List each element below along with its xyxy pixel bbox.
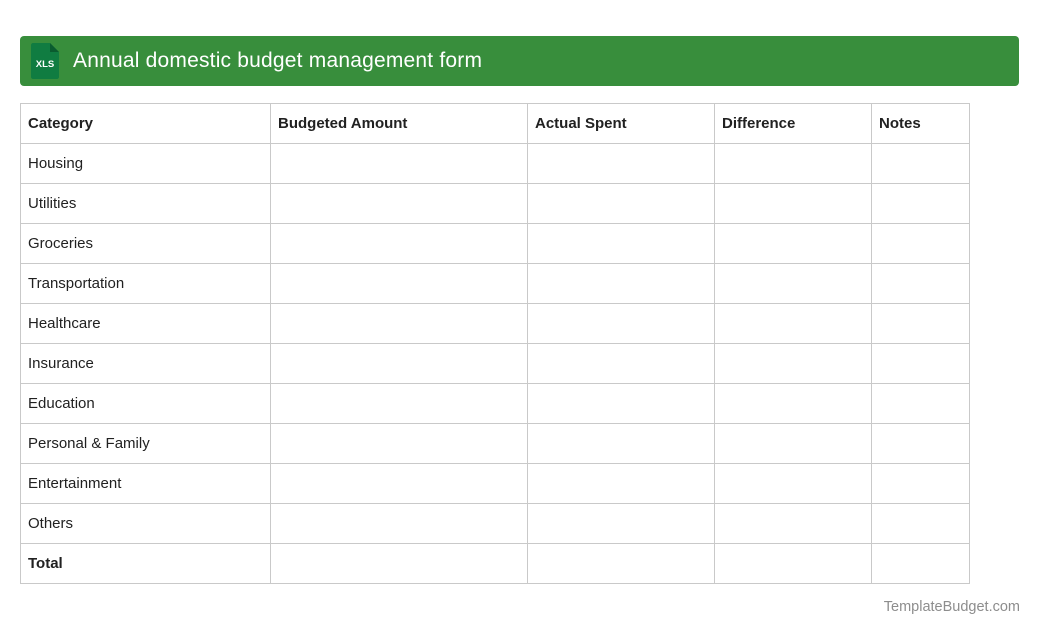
notes-cell	[871, 503, 970, 544]
budgeted-amount-cell	[270, 223, 528, 264]
table-row-housing: Housing	[20, 143, 970, 184]
site-credit: TemplateBudget.com	[883, 599, 1020, 615]
budgeted-amount-cell	[270, 343, 528, 384]
difference-cell	[714, 303, 872, 344]
xls-file-icon: XLS	[31, 43, 59, 79]
category-cell: Personal & Family	[20, 423, 271, 464]
category-cell: Total	[20, 543, 271, 584]
difference-cell	[714, 423, 872, 464]
actual-spent-cell	[527, 543, 715, 584]
category-cell: Entertainment	[20, 463, 271, 504]
column-header-budgeted-amount: Budgeted Amount	[270, 103, 528, 144]
actual-spent-cell	[527, 223, 715, 264]
table-row-transportation: Transportation	[20, 263, 970, 304]
table-row-utilities: Utilities	[20, 183, 970, 224]
difference-cell	[714, 263, 872, 304]
actual-spent-cell	[527, 343, 715, 384]
notes-cell	[871, 463, 970, 504]
actual-spent-cell	[527, 423, 715, 464]
difference-cell	[714, 143, 872, 184]
budgeted-amount-cell	[270, 303, 528, 344]
xls-file-icon-fold	[50, 43, 59, 52]
table-header-row: Category Budgeted Amount Actual Spent Diffe…	[20, 103, 970, 144]
table-row-education: Education	[20, 383, 970, 424]
category-cell: Groceries	[20, 223, 271, 264]
notes-cell	[871, 183, 970, 224]
notes-cell	[871, 383, 970, 424]
table-row-healthcare: Healthcare	[20, 303, 970, 344]
difference-cell	[714, 223, 872, 264]
actual-spent-cell	[527, 143, 715, 184]
table-row-total: Total	[20, 543, 970, 584]
difference-cell	[714, 183, 872, 224]
actual-spent-cell	[527, 303, 715, 344]
notes-cell	[871, 423, 970, 464]
category-cell: Insurance	[20, 343, 271, 384]
table-row-others: Others	[20, 503, 970, 544]
table-row-insurance: Insurance	[20, 343, 970, 384]
column-header-actual-spent: Actual Spent	[527, 103, 715, 144]
budgeted-amount-cell	[270, 383, 528, 424]
notes-cell	[871, 303, 970, 344]
category-cell: Education	[20, 383, 271, 424]
actual-spent-cell	[527, 463, 715, 504]
table-row-entertainment: Entertainment	[20, 463, 970, 504]
difference-cell	[714, 343, 872, 384]
form-title-bar: XLS Annual domestic budget management fo…	[20, 36, 1019, 86]
actual-spent-cell	[527, 383, 715, 424]
table-row-groceries: Groceries	[20, 223, 970, 264]
budget-table: Category Budgeted Amount Actual Spent Diffe…	[20, 103, 970, 584]
budgeted-amount-cell	[270, 463, 528, 504]
budgeted-amount-cell	[270, 183, 528, 224]
budgeted-amount-cell	[270, 503, 528, 544]
column-header-difference: Difference	[714, 103, 872, 144]
budgeted-amount-cell	[270, 423, 528, 464]
column-header-notes: Notes	[871, 103, 970, 144]
notes-cell	[871, 263, 970, 304]
category-cell: Healthcare	[20, 303, 271, 344]
svg-text:XLS: XLS	[36, 59, 54, 70]
notes-cell	[871, 343, 970, 384]
actual-spent-cell	[527, 183, 715, 224]
category-cell: Transportation	[20, 263, 271, 304]
budgeted-amount-cell	[270, 143, 528, 184]
notes-cell	[871, 143, 970, 184]
difference-cell	[714, 383, 872, 424]
category-cell: Others	[20, 503, 271, 544]
difference-cell	[714, 503, 872, 544]
category-cell: Housing	[20, 143, 271, 184]
actual-spent-cell	[527, 263, 715, 304]
budgeted-amount-cell	[270, 263, 528, 304]
actual-spent-cell	[527, 503, 715, 544]
page-title: Annual domestic budget management form	[73, 49, 483, 72]
notes-cell	[871, 223, 970, 264]
difference-cell	[714, 543, 872, 584]
difference-cell	[714, 463, 872, 504]
category-cell: Utilities	[20, 183, 271, 224]
column-header-category: Category	[20, 103, 271, 144]
notes-cell	[871, 543, 970, 584]
table-row-personal-family: Personal & Family	[20, 423, 970, 464]
budgeted-amount-cell	[270, 543, 528, 584]
